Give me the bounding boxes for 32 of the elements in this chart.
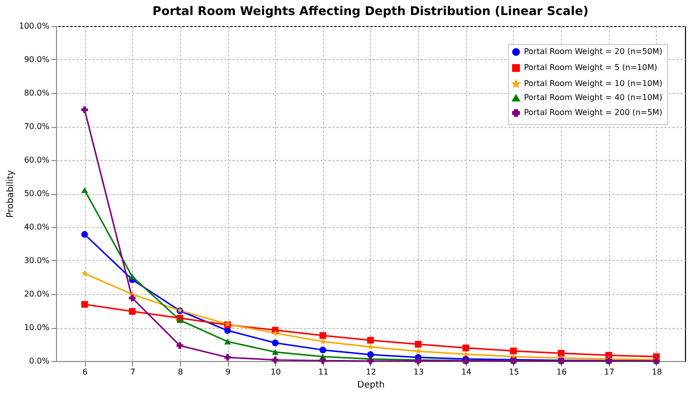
chart-title: Portal Room Weights Affecting Depth Distribution (Linear Scale) [152,4,588,18]
y-tick-label: 20.0% [24,290,50,298]
legend-label: Portal Room Weight = 200 (n=5M) [524,108,662,117]
legend-label: Portal Room Weight = 5 (n=10M) [524,63,658,72]
y-tick-label: 40.0% [24,222,50,232]
y-tick-label: 0.0% [29,356,50,366]
x-tick-label: 16 [556,368,567,376]
legend-label: Portal Room Weight = 40 (n=10M) [524,93,662,102]
y-tick-label: 100.0% [18,22,50,30]
y-tick-label: 70.0% [24,122,50,131]
legend-label: Portal Room Weight = 10 (n=10M) [524,79,662,88]
legend-label: Portal Room Weight = 20 (n=50M) [524,47,662,56]
y-tick-label: 60.0% [24,156,50,164]
x-tick-label: 17 [604,368,614,376]
x-tick-label: 14 [461,368,472,376]
x-tick-label: 15 [508,368,520,376]
x-tick-label: 6 [82,368,88,376]
y-tick-label: 30.0% [24,256,50,265]
y-tick-label: 10.0% [24,323,50,332]
y-tick-label: 90.0% [24,55,50,64]
x-tick-label: 9 [226,368,231,376]
x-tick-label: 18 [652,368,662,376]
x-tick-label: 10 [270,368,281,376]
y-tick-label: 50.0% [24,189,50,198]
x-tick-label: 13 [414,368,424,376]
x-tick-label: 8 [178,368,183,376]
y-axis-title: Probability [6,170,16,218]
y-tick-label: 80.0% [24,88,50,98]
x-tick-label: 12 [366,368,376,376]
x-tick-label: 11 [318,368,328,376]
x-tick-label: 7 [130,368,136,376]
x-axis-title: Depth [357,380,385,390]
